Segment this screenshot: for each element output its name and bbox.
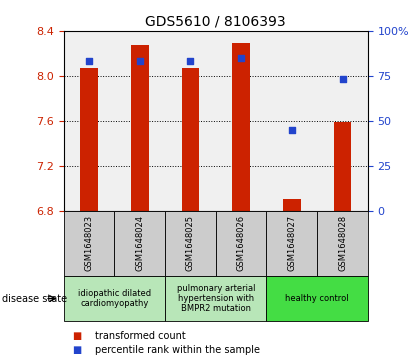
Bar [165, 276, 266, 321]
Text: idiopathic dilated
cardiomyopathy: idiopathic dilated cardiomyopathy [78, 289, 151, 308]
Text: GSM1648025: GSM1648025 [186, 215, 195, 271]
Text: healthy control: healthy control [285, 294, 349, 303]
Title: GDS5610 / 8106393: GDS5610 / 8106393 [145, 14, 286, 28]
Bar [165, 211, 216, 276]
Bar [64, 276, 165, 321]
Bar [266, 211, 317, 276]
Text: GSM1648028: GSM1648028 [338, 215, 347, 271]
Text: GSM1648027: GSM1648027 [287, 215, 296, 271]
Point [289, 127, 295, 132]
Bar [131, 45, 149, 211]
Point [86, 58, 92, 64]
Text: disease state: disease state [2, 294, 67, 303]
Text: GSM1648023: GSM1648023 [85, 215, 94, 271]
Bar [317, 211, 368, 276]
Bar [182, 68, 199, 211]
Text: pulmonary arterial
hypertension with
BMPR2 mutation: pulmonary arterial hypertension with BMP… [177, 284, 255, 314]
Text: transformed count: transformed count [95, 331, 185, 341]
Text: ■: ■ [72, 331, 81, 341]
Text: percentile rank within the sample: percentile rank within the sample [95, 345, 259, 355]
Bar [114, 211, 165, 276]
Text: GSM1648026: GSM1648026 [237, 215, 246, 271]
Bar [283, 199, 301, 211]
Bar [216, 211, 266, 276]
Bar [334, 122, 351, 211]
Point [136, 58, 143, 64]
Point [339, 77, 346, 82]
Point [238, 55, 245, 61]
Bar [232, 43, 250, 211]
Text: GSM1648024: GSM1648024 [135, 215, 144, 271]
Bar [80, 68, 98, 211]
Point [187, 58, 194, 64]
Text: ■: ■ [72, 345, 81, 355]
Bar [266, 276, 368, 321]
Bar [64, 211, 114, 276]
